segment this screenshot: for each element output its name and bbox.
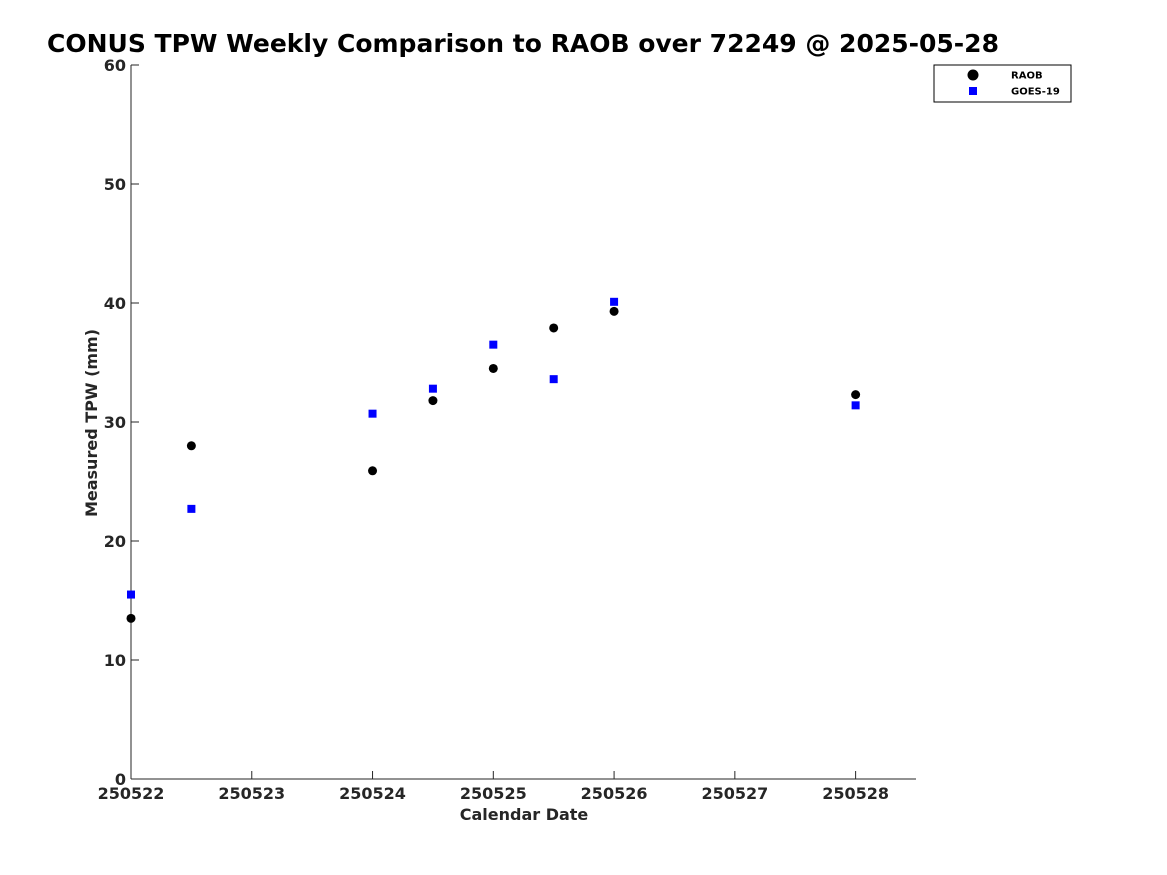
x-tick-label: 250526 bbox=[581, 784, 648, 803]
plot-axes bbox=[130, 65, 916, 780]
legend-marker-raob bbox=[967, 69, 979, 81]
x-tick-label: 250527 bbox=[701, 784, 768, 803]
point-goes-19 bbox=[851, 401, 860, 410]
point-goes-19 bbox=[127, 590, 135, 599]
y-tick-label: 0 bbox=[115, 770, 126, 789]
y-tick-label: 60 bbox=[104, 56, 126, 75]
data-points bbox=[126, 297, 861, 623]
y-tick-label: 40 bbox=[104, 294, 126, 313]
legend-label-goes: GOES-19 bbox=[1011, 87, 1060, 98]
y-tick-label: 20 bbox=[104, 532, 126, 551]
chart-title: CONUS TPW Weekly Comparison to RAOB over… bbox=[47, 29, 999, 58]
point-raob bbox=[428, 396, 438, 406]
point-goes-19 bbox=[549, 375, 558, 384]
y-tick-label: 30 bbox=[104, 413, 126, 432]
y-tick-label: 10 bbox=[104, 651, 126, 670]
y-axis-label: Measured TPW (mm) bbox=[82, 329, 101, 517]
x-tick-label: 250525 bbox=[460, 784, 527, 803]
point-goes-19 bbox=[187, 504, 196, 513]
point-raob bbox=[126, 613, 136, 623]
point-goes-19 bbox=[489, 340, 498, 349]
point-raob bbox=[488, 363, 498, 373]
legend-label-raob: RAOB bbox=[1011, 71, 1043, 82]
point-goes-19 bbox=[428, 384, 437, 393]
x-axis-label: Calendar Date bbox=[460, 805, 589, 824]
point-raob bbox=[609, 306, 619, 316]
point-raob bbox=[549, 323, 559, 333]
y-axis-ticks: 0 10 20 30 40 50 60 bbox=[104, 56, 139, 789]
legend-marker-goes bbox=[969, 87, 977, 95]
point-raob bbox=[851, 390, 861, 400]
legend: RAOB GOES-19 bbox=[933, 64, 1072, 103]
x-tick-label: 250523 bbox=[218, 784, 285, 803]
point-raob bbox=[368, 466, 378, 476]
legend-box bbox=[933, 64, 1072, 103]
point-raob bbox=[186, 441, 196, 451]
point-goes-19 bbox=[368, 409, 377, 418]
x-tick-label: 250524 bbox=[339, 784, 406, 803]
point-goes-19 bbox=[610, 297, 619, 306]
y-tick-label: 50 bbox=[104, 175, 126, 194]
x-axis-ticks: 250522 250523 250524 250525 250526 250527 2505… bbox=[98, 771, 889, 803]
x-tick-label: 250522 bbox=[98, 784, 165, 803]
x-tick-label: 250528 bbox=[822, 784, 889, 803]
